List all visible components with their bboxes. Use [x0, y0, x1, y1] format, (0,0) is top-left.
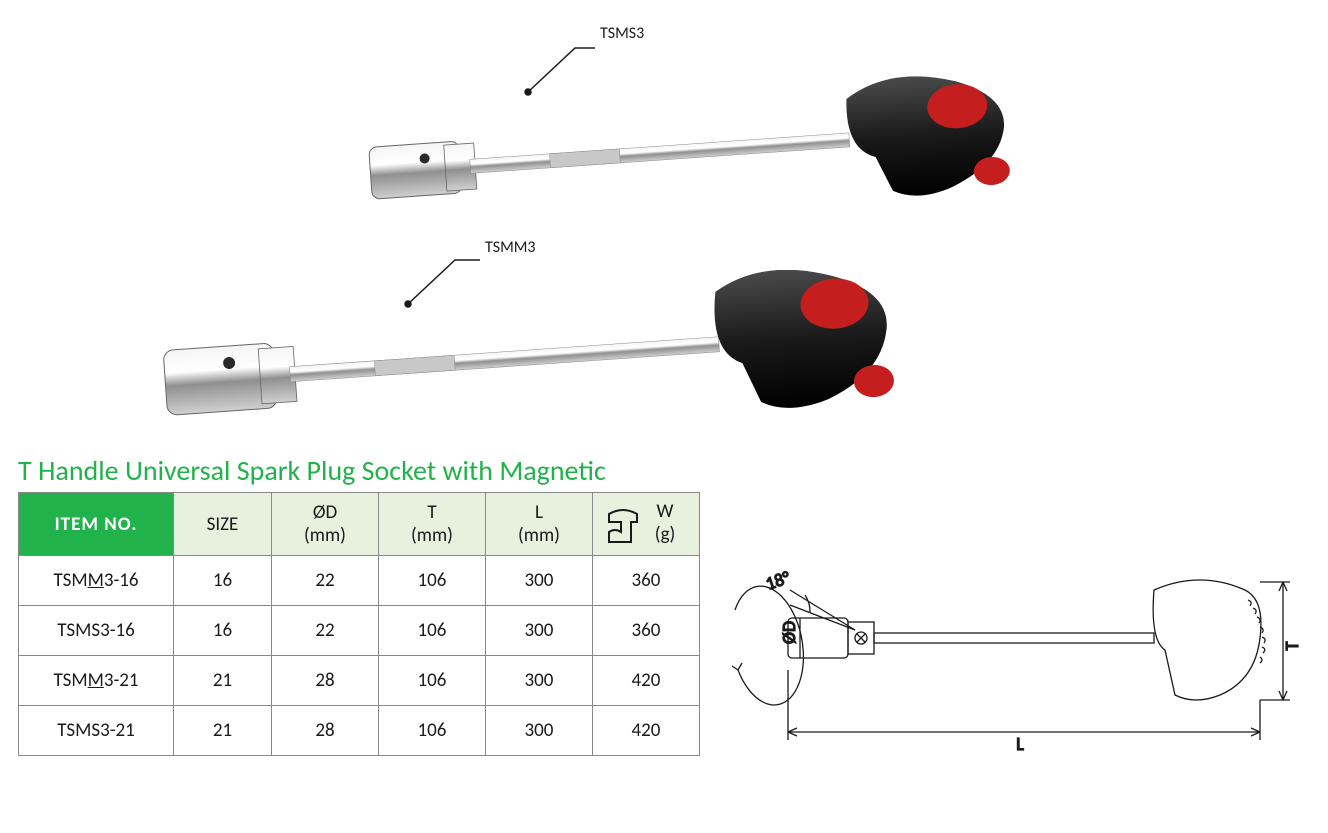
cell-l: 300 — [486, 556, 593, 606]
cell-size: 16 — [174, 556, 272, 606]
cell-d: 28 — [272, 656, 379, 706]
cell-l: 300 — [486, 606, 593, 656]
cell-t: 106 — [379, 556, 486, 606]
cell-w: 420 — [593, 656, 700, 706]
product-photo-top — [350, 70, 1030, 240]
cell-t: 106 — [379, 656, 486, 706]
cell-d: 22 — [272, 606, 379, 656]
table-row: TSMS3-161622106300360 — [19, 606, 700, 656]
technical-drawing: 18° ØD L T — [700, 540, 1300, 770]
spec-table: ITEM NO. SIZE ØD(mm) T(mm) L(mm) W(g) TS… — [18, 492, 700, 756]
table-row: TSMM3-161622106300360 — [19, 556, 700, 606]
header-weight: W(g) — [593, 493, 700, 556]
header-l-text: L(mm) — [518, 501, 560, 547]
header-t-text: T(mm) — [411, 501, 453, 547]
cell-item-no: TSMM3-16 — [19, 556, 174, 606]
table-header-row: ITEM NO. SIZE ØD(mm) T(mm) L(mm) W(g) — [19, 493, 700, 556]
cell-size: 21 — [174, 706, 272, 756]
cell-d: 22 — [272, 556, 379, 606]
cell-w: 360 — [593, 556, 700, 606]
header-item-no: ITEM NO. — [19, 493, 174, 556]
header-diameter-text: ØD(mm) — [304, 501, 346, 547]
cell-t: 106 — [379, 706, 486, 756]
cell-w: 360 — [593, 606, 700, 656]
cell-t: 106 — [379, 606, 486, 656]
header-weight-text: W(g) — [655, 501, 676, 547]
cell-l: 300 — [486, 706, 593, 756]
table-row: TSMS3-212128106300420 — [19, 706, 700, 756]
weight-icon — [603, 504, 643, 544]
product-photos: TSMS3 — [140, 20, 1040, 440]
header-size: SIZE — [174, 493, 272, 556]
t-label: T — [1281, 641, 1300, 650]
cell-size: 16 — [174, 606, 272, 656]
cell-item-no: TSMM3-21 — [19, 656, 174, 706]
cell-l: 300 — [486, 656, 593, 706]
cell-d: 28 — [272, 706, 379, 756]
table-row: TSMM3-212128106300420 — [19, 656, 700, 706]
header-t: T(mm) — [379, 493, 486, 556]
cell-w: 420 — [593, 706, 700, 756]
d-label: ØD — [778, 621, 800, 644]
cell-size: 21 — [174, 656, 272, 706]
product-photo-bottom — [150, 270, 910, 460]
angle-label: 18° — [763, 566, 793, 594]
cell-item-no: TSMS3-16 — [19, 606, 174, 656]
l-label: L — [1016, 733, 1024, 755]
product-title: T Handle Universal Spark Plug Socket wit… — [18, 453, 606, 488]
header-diameter: ØD(mm) — [272, 493, 379, 556]
header-l: L(mm) — [486, 493, 593, 556]
cell-item-no: TSMS3-21 — [19, 706, 174, 756]
